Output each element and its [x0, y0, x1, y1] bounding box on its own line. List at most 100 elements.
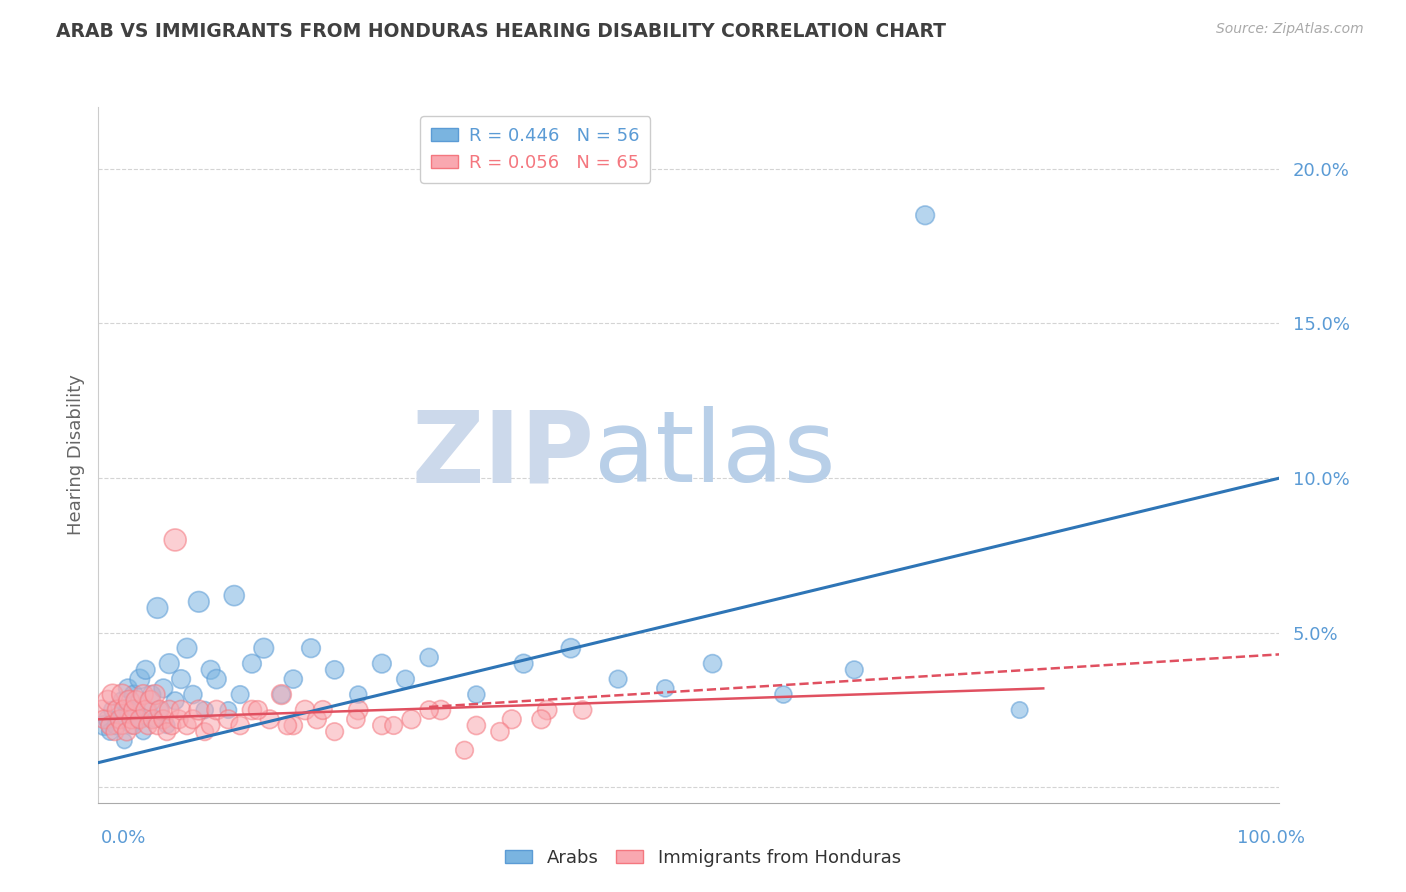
Point [194, 703, 217, 717]
Point [323, 724, 346, 739]
Text: 100.0%: 100.0% [1237, 829, 1305, 847]
Point [135, 663, 157, 677]
Point [157, 657, 180, 671]
Point [136, 718, 159, 732]
Point [512, 657, 534, 671]
Point [181, 712, 204, 726]
Point [160, 718, 183, 732]
Point [702, 657, 724, 671]
Point [772, 688, 794, 702]
Point [101, 688, 124, 702]
Point [132, 724, 155, 739]
Point [135, 703, 157, 717]
Point [143, 712, 166, 726]
Y-axis label: Hearing Disability: Hearing Disability [66, 375, 84, 535]
Point [152, 681, 174, 696]
Point [98, 718, 121, 732]
Point [157, 703, 180, 717]
Point [205, 672, 228, 686]
Point [489, 724, 512, 739]
Point [418, 703, 440, 717]
Text: 0.0%: 0.0% [101, 829, 146, 847]
Point [143, 688, 166, 702]
Point [146, 601, 169, 615]
Point [149, 703, 172, 717]
Point [165, 694, 187, 708]
Point [276, 718, 298, 732]
Legend: R = 0.446   N = 56, R = 0.056   N = 65: R = 0.446 N = 56, R = 0.056 N = 65 [420, 116, 651, 183]
Point [283, 672, 305, 686]
Point [347, 688, 370, 702]
Point [105, 718, 128, 732]
Point [152, 712, 174, 726]
Point [305, 712, 328, 726]
Point [112, 703, 135, 717]
Point [844, 663, 866, 677]
Point [294, 703, 316, 717]
Legend: Arabs, Immigrants from Honduras: Arabs, Immigrants from Honduras [498, 842, 908, 874]
Point [93, 712, 115, 726]
Point [176, 718, 198, 732]
Point [181, 688, 204, 702]
Point [394, 672, 416, 686]
Point [139, 694, 162, 708]
Point [344, 712, 367, 726]
Text: atlas: atlas [595, 407, 837, 503]
Point [465, 688, 488, 702]
Point [217, 712, 239, 726]
Point [97, 712, 120, 726]
Point [132, 688, 155, 702]
Point [418, 650, 440, 665]
Point [607, 672, 630, 686]
Point [117, 703, 139, 717]
Point [299, 641, 322, 656]
Point [187, 703, 209, 717]
Point [259, 712, 281, 726]
Point [118, 694, 141, 708]
Point [142, 712, 165, 726]
Point [914, 208, 936, 222]
Point [122, 718, 145, 732]
Point [121, 712, 143, 726]
Point [176, 641, 198, 656]
Point [401, 712, 423, 726]
Point [253, 641, 276, 656]
Point [453, 743, 475, 757]
Point [117, 681, 139, 696]
Point [200, 663, 222, 677]
Point [111, 718, 134, 732]
Point [240, 657, 263, 671]
Point [91, 703, 114, 717]
Point [246, 703, 269, 717]
Point [141, 688, 163, 702]
Point [382, 718, 405, 732]
Point [229, 718, 252, 732]
Point [156, 724, 179, 739]
Point [105, 703, 128, 717]
Point [430, 703, 453, 717]
Point [146, 718, 169, 732]
Point [571, 703, 593, 717]
Point [122, 703, 145, 717]
Point [283, 718, 305, 732]
Point [205, 703, 228, 717]
Point [111, 688, 134, 702]
Point [187, 595, 209, 609]
Point [101, 703, 124, 717]
Point [128, 712, 150, 726]
Point [167, 712, 190, 726]
Point [347, 703, 370, 717]
Text: ZIP: ZIP [412, 407, 595, 503]
Point [93, 718, 115, 732]
Text: ARAB VS IMMIGRANTS FROM HONDURAS HEARING DISABILITY CORRELATION CHART: ARAB VS IMMIGRANTS FROM HONDURAS HEARING… [56, 22, 946, 41]
Point [136, 703, 159, 717]
Point [170, 672, 193, 686]
Point [97, 694, 120, 708]
Point [270, 688, 292, 702]
Point [654, 681, 676, 696]
Point [194, 724, 217, 739]
Point [371, 657, 394, 671]
Point [170, 703, 193, 717]
Point [312, 703, 335, 717]
Point [104, 724, 127, 739]
